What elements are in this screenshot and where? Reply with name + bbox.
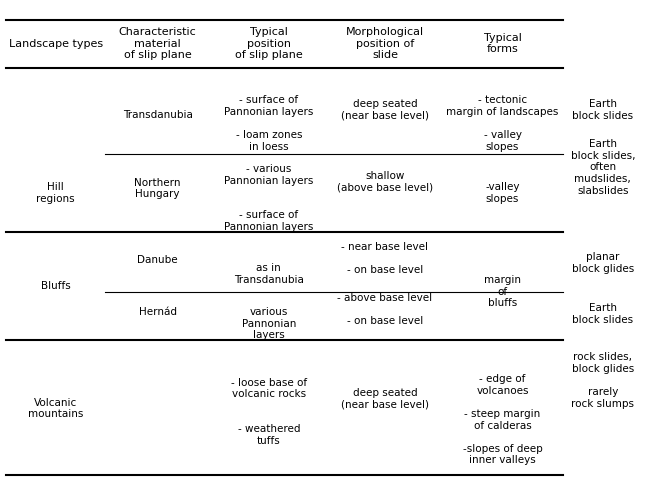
Text: -valley
slopes: -valley slopes [485, 182, 520, 204]
Text: Hill
regions: Hill regions [36, 183, 75, 204]
Text: Morphological
position of
slide: Morphological position of slide [346, 27, 424, 60]
Text: Landscape types: Landscape types [8, 38, 103, 48]
Text: margin
of
bluffs: margin of bluffs [484, 275, 521, 308]
Text: Hernád: Hernád [138, 307, 177, 317]
Text: Typical
forms: Typical forms [484, 33, 522, 54]
Text: - above base level

- on base level: - above base level - on base level [337, 292, 432, 326]
Text: as in
Transdanubia: as in Transdanubia [234, 263, 304, 285]
Text: Volcanic
mountains: Volcanic mountains [28, 398, 84, 419]
Text: deep seated
(near base level): deep seated (near base level) [341, 388, 429, 410]
Text: rock slides,
block glides

rarely
rock slumps: rock slides, block glides rarely rock sl… [571, 352, 634, 409]
Text: - edge of
volcanoes

- steep margin
of calderas

-slopes of deep
inner valleys: - edge of volcanoes - steep margin of ca… [463, 374, 543, 466]
Text: various
Pannonian
layers: various Pannonian layers [241, 307, 296, 340]
Text: Transdanubia: Transdanubia [123, 110, 193, 120]
Text: - various
Pannonian layers


- surface of
Pannonian layers: - various Pannonian layers - surface of … [224, 164, 313, 232]
Text: Earth
block slides: Earth block slides [572, 303, 633, 325]
Text: Earth
block slides,
often
mudslides,
slabslides: Earth block slides, often mudslides, sla… [570, 139, 635, 196]
Text: Northern
Hungary: Northern Hungary [134, 178, 181, 199]
Text: Danube: Danube [137, 255, 178, 265]
Text: - tectonic
margin of landscapes

- valley
slopes: - tectonic margin of landscapes - valley… [447, 95, 559, 152]
Text: - loose base of
volcanic rocks


- weathered
tuffs: - loose base of volcanic rocks - weather… [231, 378, 307, 446]
Text: planar
block glides: planar block glides [572, 252, 634, 274]
Text: deep seated
(near base level): deep seated (near base level) [341, 99, 429, 121]
Text: Earth
block slides: Earth block slides [572, 99, 633, 121]
Text: - near base level

- on base level: - near base level - on base level [341, 242, 428, 275]
Text: Characteristic
material
of slip plane: Characteristic material of slip plane [119, 27, 197, 60]
Text: shallow
(above base level): shallow (above base level) [337, 171, 433, 193]
Text: Typical
position
of slip plane: Typical position of slip plane [235, 27, 302, 60]
Text: - surface of
Pannonian layers

- loam zones
in loess: - surface of Pannonian layers - loam zon… [224, 95, 313, 152]
Text: Bluffs: Bluffs [41, 281, 71, 291]
